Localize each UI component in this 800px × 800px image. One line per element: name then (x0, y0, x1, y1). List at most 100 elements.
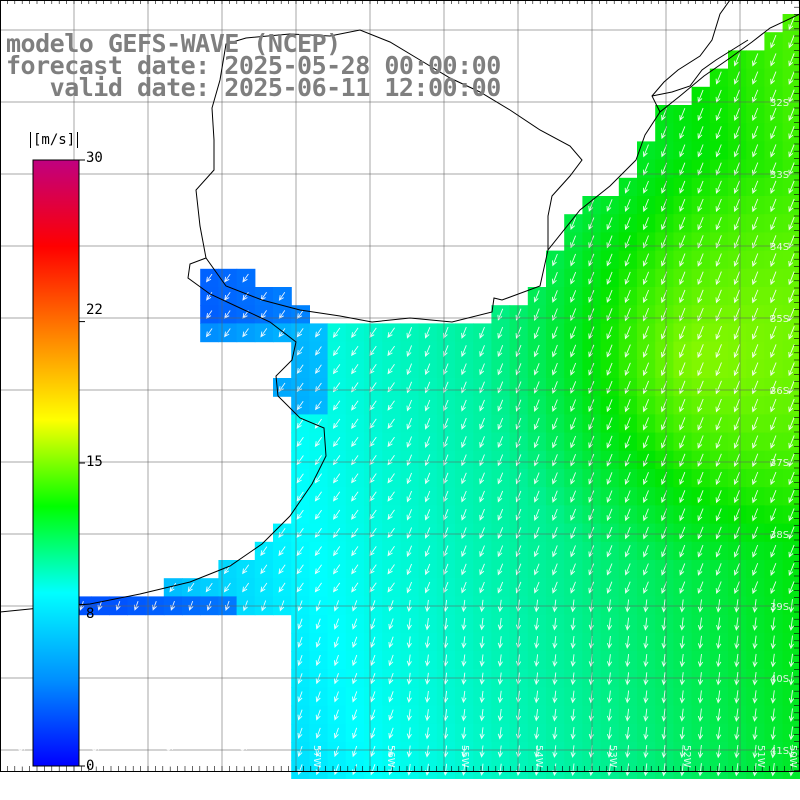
wind-arrow (751, 417, 759, 431)
wind-arrow (351, 546, 359, 557)
wind-arrow (788, 617, 794, 632)
wind-arrow (752, 690, 758, 704)
wind-arrow (643, 581, 649, 594)
wind-arrow (715, 417, 722, 431)
wind-arrow (770, 490, 777, 504)
wind-arrow (351, 582, 359, 593)
wind-arrow (679, 126, 686, 140)
wind-arrow (570, 745, 576, 758)
wind-arrow (497, 490, 504, 503)
wind-arrow (733, 253, 741, 267)
wind-arrow (679, 526, 686, 540)
wind-arrow (734, 653, 740, 668)
wind-arrow (643, 545, 649, 558)
wind-arrow (387, 455, 395, 466)
lat-label: 35S (770, 314, 789, 325)
lon-label: 61W (15, 745, 26, 768)
wind-arrow (552, 708, 558, 722)
wind-arrow (752, 490, 759, 504)
wind-arrow (570, 490, 577, 503)
wind-arrow (406, 490, 413, 503)
wind-arrow (642, 144, 649, 158)
wind-arrow (497, 527, 504, 540)
wind-arrow (332, 400, 341, 411)
wind-arrow (697, 325, 704, 340)
wind-arrow (642, 344, 650, 358)
wind-arrow (625, 617, 631, 631)
wind-arrow (642, 435, 649, 449)
wind-arrow (716, 708, 722, 722)
wind-arrow (733, 398, 741, 413)
wind-arrow (333, 509, 341, 520)
wind-arrow (679, 508, 686, 522)
wind-arrow (351, 345, 359, 357)
wind-arrow (679, 453, 686, 467)
wind-arrow (697, 726, 704, 741)
lat-label: 36S (770, 386, 789, 397)
wind-arrow (388, 654, 394, 667)
wind-arrow (788, 107, 795, 122)
wind-arrow (552, 253, 558, 267)
wind-arrow (788, 635, 794, 650)
wind-arrow (697, 744, 704, 759)
wind-arrow (606, 199, 613, 212)
wind-arrow (716, 690, 722, 704)
wind-arrow (624, 326, 631, 340)
wind-arrow (352, 654, 358, 667)
wind-arrow (697, 471, 704, 486)
wind-arrow (333, 727, 339, 739)
wind-arrow (497, 436, 504, 449)
wind-arrow (278, 328, 286, 338)
wind-arrow (679, 653, 685, 668)
wind-arrow (570, 563, 576, 576)
lon-label: 60W (89, 745, 100, 768)
wind-arrow (606, 545, 613, 558)
wind-arrow (752, 53, 759, 67)
wind-arrow (534, 690, 540, 704)
wind-arrow (697, 107, 704, 122)
wind-arrow (752, 526, 759, 540)
wind-arrow (479, 545, 485, 558)
wind-arrow (552, 399, 558, 412)
wind-arrow (733, 544, 740, 558)
wind-arrow (697, 144, 704, 158)
wind-arrow (606, 362, 613, 376)
wind-arrow (297, 727, 303, 739)
wind-arrow (552, 617, 558, 631)
coastline-path (0, 13, 800, 613)
wind-arrow (788, 71, 795, 85)
wind-arrow (223, 582, 231, 593)
wind-arrow (296, 491, 304, 502)
wind-arrow (479, 654, 485, 667)
wind-arrow (697, 690, 704, 704)
wind-arrow (296, 546, 304, 557)
colorbar-tick-22: 22 (86, 302, 103, 318)
wind-arrow (461, 618, 467, 631)
wind-arrow (697, 180, 704, 194)
wind-arrow (752, 581, 759, 595)
wind-arrow (515, 563, 522, 576)
wind-arrow (697, 708, 704, 722)
wind-arrow (333, 582, 341, 593)
wind-arrow (642, 399, 650, 413)
colorbar-tick-15: 15 (86, 454, 103, 470)
wind-arrow (606, 726, 613, 740)
wind-arrow (606, 508, 613, 522)
wind-arrow (661, 763, 667, 777)
wind-arrow (388, 691, 394, 703)
wind-arrow (715, 289, 722, 304)
wind-arrow (679, 471, 686, 486)
wind-arrow (697, 653, 704, 668)
wind-arrow (715, 162, 722, 176)
wind-arrow (315, 364, 322, 374)
wind-arrow (387, 473, 395, 484)
wind-arrow (332, 436, 341, 448)
wind-arrow (733, 289, 741, 304)
wind-arrow (424, 399, 431, 412)
wind-arrow (570, 344, 577, 358)
wind-arrow (497, 690, 503, 704)
border-line-north (651, 0, 731, 113)
wind-arrow (461, 490, 467, 503)
wind-arrow (625, 763, 631, 777)
wind-arrow (570, 417, 577, 431)
